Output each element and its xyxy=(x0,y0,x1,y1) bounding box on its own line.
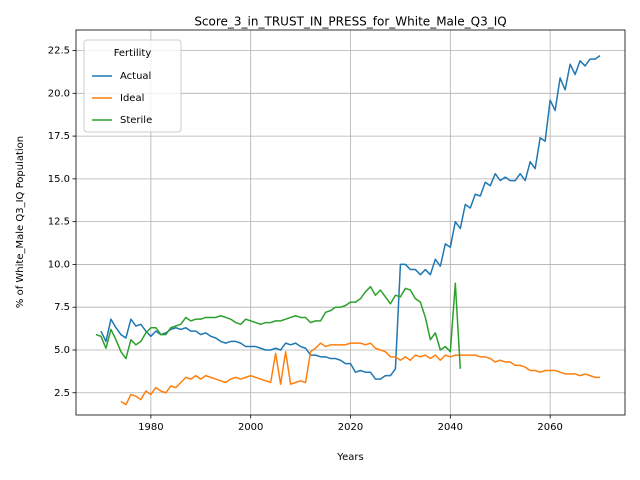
plot-frame xyxy=(75,29,626,416)
y-tick-label: 10.0 xyxy=(48,259,70,270)
y-tick-label: 5.0 xyxy=(54,345,70,356)
y-tick-label: 7.5 xyxy=(54,302,70,313)
y-tick-label: 2.5 xyxy=(54,388,70,399)
x-tick-label: 2000 xyxy=(238,422,263,433)
legend-box xyxy=(83,39,182,133)
series-line xyxy=(100,55,601,380)
y-tick-label: 15.0 xyxy=(48,174,70,185)
legend: Fertility Actual Ideal Sterile xyxy=(83,39,182,133)
y-tick-label: 22.5 xyxy=(48,46,70,57)
x-tick-label: 2040 xyxy=(438,422,463,433)
x-axis-label: Years xyxy=(336,452,363,463)
y-axis-label: % of White_Male Q3_IQ Population xyxy=(15,136,26,308)
x-tick-label: 2020 xyxy=(338,422,363,433)
legend-label: Ideal xyxy=(120,93,144,104)
legend-label: Actual xyxy=(120,71,151,82)
legend-label: Sterile xyxy=(120,115,152,126)
chart-title: Score_3_in_TRUST_IN_PRESS_for_White_Male… xyxy=(194,15,506,29)
series-line xyxy=(95,282,462,369)
y-tick-label: 12.5 xyxy=(48,217,70,228)
y-tick-label: 20.0 xyxy=(48,88,70,99)
x-tick-label: 1980 xyxy=(138,422,163,433)
legend-title: Fertility xyxy=(114,48,152,59)
series-line xyxy=(120,342,601,406)
y-tick-label: 17.5 xyxy=(48,131,70,142)
x-tick-label: 2060 xyxy=(537,422,562,433)
